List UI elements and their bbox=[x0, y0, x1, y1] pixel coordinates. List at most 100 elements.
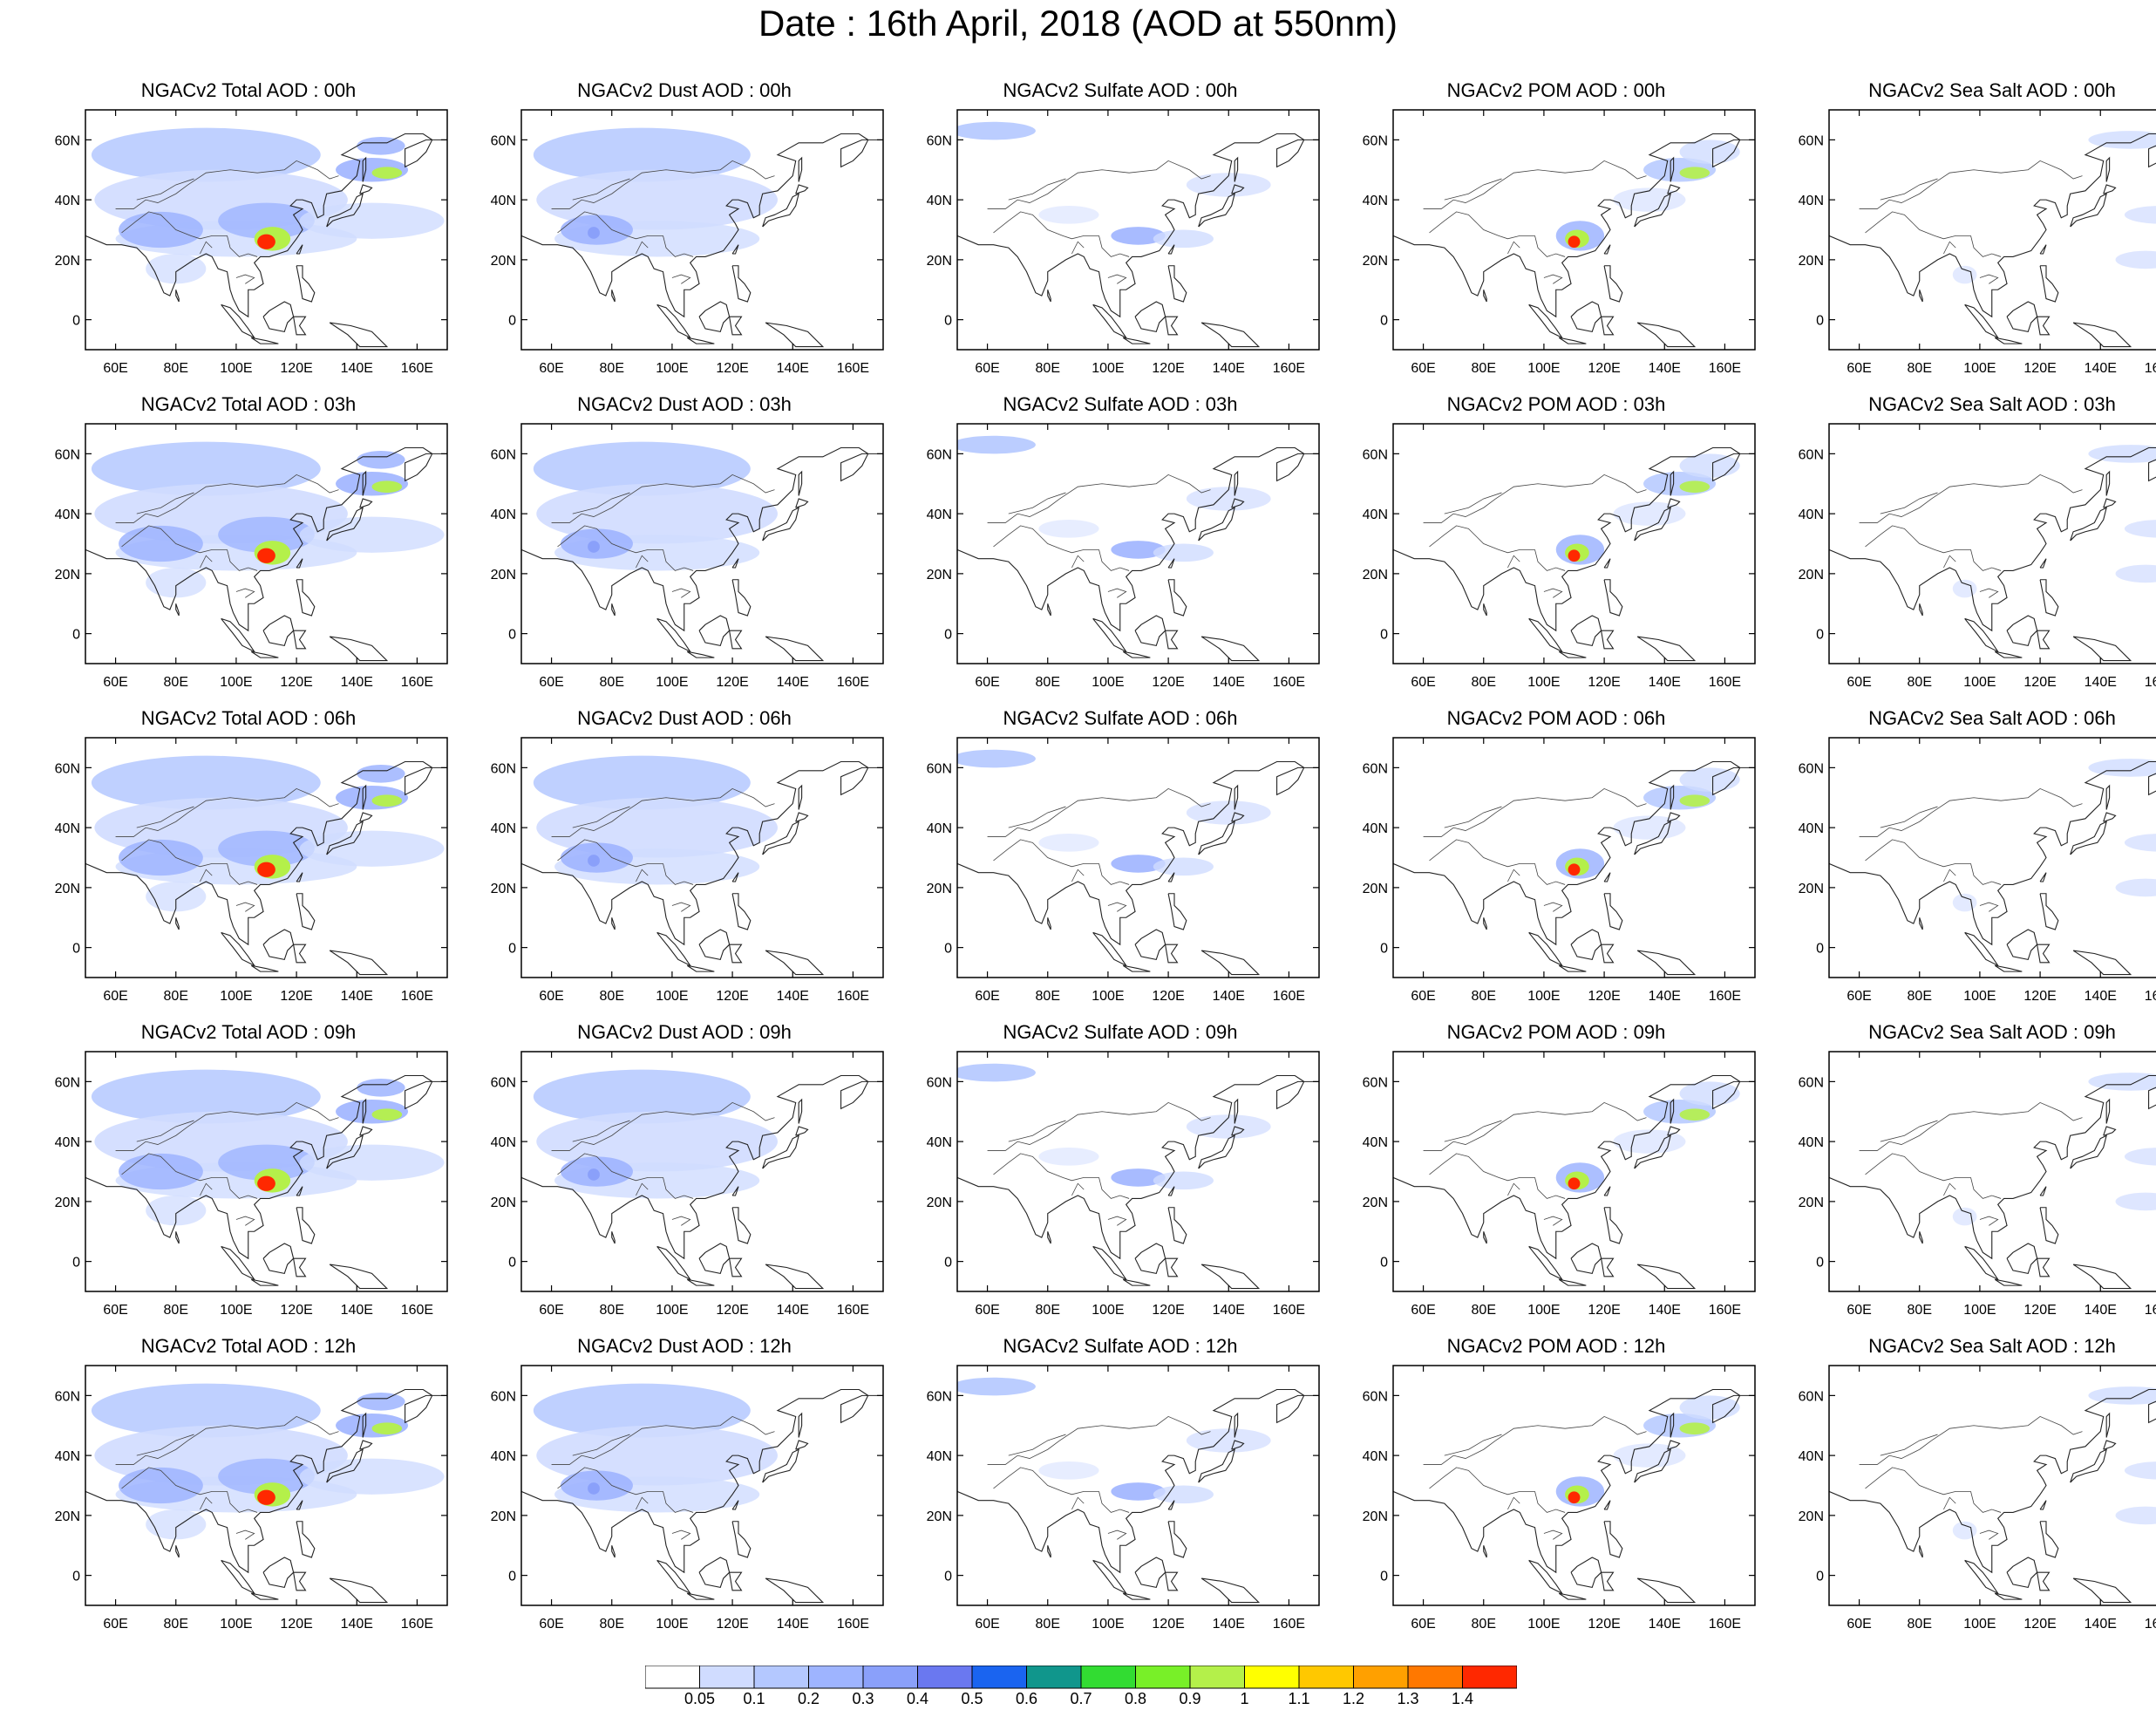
country-border bbox=[1979, 1529, 1999, 1540]
country-border bbox=[1107, 274, 1127, 284]
lon-tick-label: 100E bbox=[1527, 675, 1560, 690]
coastline bbox=[1231, 498, 1245, 508]
aod-field bbox=[85, 755, 447, 976]
lon-tick-label: 120E bbox=[2023, 1617, 2056, 1632]
lon-tick-label: 100E bbox=[1527, 361, 1560, 376]
coastline bbox=[1919, 1545, 1923, 1558]
colorbar-swatch bbox=[862, 1665, 918, 1689]
coastline bbox=[2039, 265, 2059, 303]
coastline bbox=[1829, 446, 2156, 632]
lat-tick-label: 0 bbox=[944, 628, 952, 643]
coastline bbox=[2103, 498, 2117, 508]
map-frame bbox=[520, 423, 884, 664]
aod-region bbox=[1038, 1148, 1099, 1166]
map-svg: 60E 80E 100E 120E 140E 160E 60N 40N 20N 0 bbox=[491, 737, 884, 1004]
coastline bbox=[686, 651, 715, 658]
coastline bbox=[2039, 1207, 2059, 1244]
aod-field bbox=[521, 1383, 883, 1604]
coastline bbox=[293, 316, 307, 336]
map-svg: 60E 80E 100E 120E 140E 160E 60N 40N 20N 0 bbox=[1799, 109, 2156, 376]
coastline bbox=[262, 1557, 295, 1589]
country-border bbox=[557, 1467, 663, 1495]
coastline bbox=[2105, 784, 2111, 810]
lat-tick-label: 20N bbox=[491, 254, 516, 269]
aod-field bbox=[1393, 1074, 1755, 1290]
aod-region bbox=[119, 525, 203, 562]
coastline bbox=[1528, 303, 1564, 339]
coastline bbox=[296, 558, 303, 569]
map-svg: 60E 80E 100E 120E 140E 160E 60N 40N 20N 0 bbox=[55, 737, 448, 1004]
panel-title: NGACv2 Sea Salt AOD : 09h bbox=[1868, 1021, 2116, 1043]
coastline bbox=[1165, 944, 1179, 964]
aod-region bbox=[299, 1144, 445, 1181]
coastline bbox=[1167, 1500, 1175, 1510]
aod-field bbox=[1393, 446, 1755, 662]
lon-tick-label: 80E bbox=[1908, 1617, 1932, 1632]
country-border bbox=[663, 1177, 694, 1199]
aod-region bbox=[2115, 1192, 2156, 1211]
coastline bbox=[656, 617, 692, 653]
country-border bbox=[1098, 235, 1130, 257]
coastline bbox=[1134, 615, 1166, 647]
coastline bbox=[686, 964, 715, 972]
map-frame bbox=[1392, 737, 1756, 978]
aod-region bbox=[1038, 1461, 1099, 1480]
lon-tick-label: 60E bbox=[103, 1303, 127, 1318]
coastline bbox=[765, 322, 825, 348]
coastline bbox=[611, 603, 616, 617]
lon-tick-label: 160E bbox=[837, 675, 869, 690]
aod-region bbox=[2088, 1386, 2156, 1405]
lon-tick-label: 120E bbox=[716, 361, 748, 376]
coastline bbox=[362, 1098, 367, 1124]
panel-title: NGACv2 POM AOD : 12h bbox=[1446, 1335, 1666, 1357]
colorbar-swatch bbox=[1026, 1665, 1082, 1689]
coastline bbox=[1829, 1388, 2156, 1574]
lat-tick-label: 20N bbox=[1799, 1509, 1824, 1524]
coastline bbox=[698, 301, 731, 333]
country-border bbox=[1543, 902, 1563, 912]
coastline bbox=[1994, 964, 2023, 972]
lon-tick-label: 80E bbox=[600, 989, 624, 1004]
country-border bbox=[136, 806, 194, 828]
lat-tick-label: 0 bbox=[508, 1570, 516, 1584]
lat-tick-label: 0 bbox=[1380, 942, 1388, 957]
aod-region bbox=[1568, 549, 1581, 562]
lon-tick-label: 80E bbox=[164, 675, 188, 690]
country-border bbox=[671, 1216, 691, 1226]
country-border bbox=[636, 241, 649, 255]
aod-region bbox=[533, 127, 751, 182]
lon-tick-label: 140E bbox=[1649, 1617, 1681, 1632]
lon-tick-label: 60E bbox=[103, 361, 127, 376]
colorbar-svg: 0.05 0.1 0.2 0.3 0.4 0.5 0.6 0.7 0.8 0.9 1 1.1 1.2 1.… bbox=[644, 1665, 1518, 1707]
coastline bbox=[1167, 1207, 1187, 1244]
lon-tick-label: 120E bbox=[2023, 1303, 2056, 1318]
country-border bbox=[235, 1529, 255, 1540]
lon-tick-label: 160E bbox=[2145, 1303, 2156, 1318]
country-border bbox=[993, 211, 1099, 240]
lat-tick-label: 20N bbox=[927, 1509, 952, 1524]
country-border bbox=[1423, 160, 1647, 209]
lat-tick-label: 40N bbox=[927, 1135, 952, 1150]
map-plot: 60E 80E 100E 120E 140E 160E 60N 40N 20N 0 bbox=[44, 1364, 453, 1638]
panel-title: NGACv2 POM AOD : 06h bbox=[1446, 707, 1666, 729]
coastline bbox=[957, 760, 1319, 946]
aod-region bbox=[2124, 1148, 2156, 1166]
lon-tick-label: 140E bbox=[341, 1303, 373, 1318]
aod-region bbox=[357, 1078, 405, 1097]
coastline bbox=[729, 630, 743, 650]
aod-region bbox=[588, 1168, 600, 1181]
coastline bbox=[611, 917, 616, 930]
coastline bbox=[798, 1412, 803, 1438]
lat-tick-label: 40N bbox=[55, 1449, 80, 1464]
country-border bbox=[1970, 1177, 2002, 1199]
lat-tick-label: 40N bbox=[927, 821, 952, 836]
country-border bbox=[663, 549, 694, 571]
aod-region bbox=[257, 1175, 275, 1191]
country-border bbox=[200, 241, 213, 255]
aod-region bbox=[1186, 173, 1271, 197]
lat-tick-label: 60N bbox=[491, 1389, 516, 1404]
aod-region bbox=[1679, 140, 1740, 164]
lon-tick-label: 120E bbox=[280, 675, 312, 690]
lat-tick-label: 40N bbox=[1799, 1135, 1824, 1150]
country-border bbox=[1444, 1120, 1502, 1142]
